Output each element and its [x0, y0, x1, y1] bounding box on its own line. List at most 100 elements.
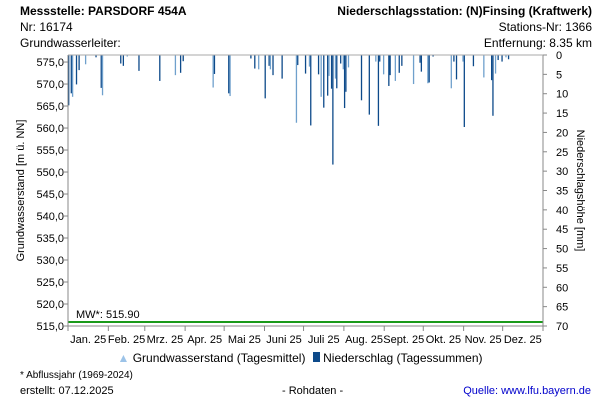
y-tick-label: 555,0 — [36, 145, 64, 157]
precip-bar — [258, 55, 260, 70]
precip-bar — [122, 55, 125, 66]
precip-bar — [505, 55, 507, 58]
precip-bar — [497, 55, 499, 61]
legend-groundwater: Grundwasserstand (Tagesmittel) — [132, 351, 306, 365]
precip-bar — [379, 55, 381, 62]
precip-bar — [75, 55, 78, 85]
precip-bar — [126, 55, 128, 57]
precip-bar — [330, 55, 333, 89]
precip-bar — [368, 55, 370, 115]
y2-tick-label: 35 — [556, 186, 568, 198]
legend: ▲ Grundwasserstand (Tagesmittel) Nieders… — [0, 351, 600, 365]
precip-bar — [455, 55, 458, 80]
y2-tick-label: 0 — [556, 50, 562, 62]
precip-bar — [68, 55, 70, 106]
precip-bar — [375, 55, 377, 62]
x-tick-label: Dez. 25 — [504, 334, 542, 346]
precip-bar — [492, 55, 494, 116]
precip-bar — [95, 55, 97, 58]
y2-tick-label: 15 — [556, 108, 568, 120]
x-tick-label: Okt. 25 — [426, 334, 461, 346]
x-tick-label: Feb. 25 — [108, 334, 145, 346]
precip-bar — [343, 55, 346, 109]
precip-bar — [281, 55, 283, 79]
legend-precip: Niederschlag (Tagessummen) — [323, 351, 483, 365]
precip-bar — [159, 55, 161, 81]
precip-bar — [254, 55, 256, 69]
precip-bar — [100, 55, 102, 88]
precip-bar — [342, 55, 344, 70]
y2-tick-label: 40 — [556, 205, 568, 217]
precip-bar — [360, 55, 363, 101]
mean-line-label: MW*: 515.90 — [76, 309, 140, 321]
y-tick-label: 520,0 — [36, 299, 64, 311]
precip-bar — [264, 55, 266, 99]
precip-bar — [377, 55, 380, 126]
precip-bar — [483, 55, 485, 78]
precip-bar — [394, 55, 396, 81]
precip-bar — [462, 55, 464, 62]
x-tick-label: Apr. 25 — [187, 334, 222, 346]
precip-bar — [340, 55, 342, 64]
precip-bar — [419, 55, 421, 63]
precip-bar — [320, 55, 322, 97]
y2-axis-title: Niederschlagshöhe [mm] — [574, 130, 586, 252]
x-tick-label: Juni 25 — [266, 334, 301, 346]
precip-station-number: Stations-Nr: 1366 — [498, 20, 592, 34]
y2-tick-label: 45 — [556, 224, 568, 236]
raw-data-label: - Rohdaten - — [282, 385, 344, 397]
precip-bar — [401, 55, 403, 66]
station-number: Nr: 16174 — [20, 20, 73, 34]
y-tick-label: 515,0 — [36, 321, 64, 333]
precip-station-title: Niederschlagsstation: (N)Finsing (Kraftw… — [337, 4, 592, 18]
precip-bar — [336, 55, 338, 89]
precip-bar — [138, 55, 140, 71]
precip-bar — [295, 55, 298, 123]
precip-bar — [269, 55, 272, 70]
precip-bar — [388, 55, 390, 86]
precip-bar — [120, 55, 122, 64]
precip-bar — [268, 55, 270, 66]
precip-bar — [347, 55, 350, 68]
precip-bar — [70, 55, 72, 94]
y2-tick-label: 50 — [556, 244, 568, 256]
station-title: Messstelle: PARSDORF 454A — [20, 4, 187, 18]
created-date: erstellt: 07.12.2025 — [20, 385, 114, 397]
y-tick-label: 565,0 — [36, 101, 64, 113]
precip-bar — [453, 55, 455, 62]
y-tick-label: 530,0 — [36, 255, 64, 267]
precip-legend-icon — [312, 352, 320, 362]
source-link[interactable]: Quelle: www.lfu.bayern.de — [463, 385, 591, 397]
precip-bar — [304, 55, 307, 74]
precip-bar — [398, 55, 400, 73]
precip-bar — [382, 55, 385, 75]
precip-bar — [507, 55, 510, 60]
x-tick-label: Nov. 25 — [465, 334, 502, 346]
y-tick-label: 550,0 — [36, 167, 64, 179]
precip-bar — [213, 55, 216, 74]
precip-bar — [272, 55, 274, 76]
precip-bar — [472, 55, 475, 67]
precip-bar — [345, 55, 347, 92]
precip-bar — [450, 55, 452, 89]
x-tick-label: Mrz. 25 — [147, 334, 184, 346]
precip-bar — [101, 55, 104, 96]
y-tick-label: 540,0 — [36, 211, 64, 223]
precip-bar — [427, 55, 429, 84]
precip-bar — [323, 55, 325, 108]
precip-bar — [179, 55, 182, 73]
footnote: * Abflussjahr (1969-2024) — [20, 370, 133, 381]
precip-bar — [327, 55, 329, 96]
precip-bar — [297, 55, 299, 66]
groundwater-legend-icon: ▲ — [117, 351, 130, 365]
distance-label: Entfernung: 8.35 km — [483, 36, 592, 50]
y2-tick-label: 70 — [556, 321, 568, 333]
y2-tick-label: 60 — [556, 282, 568, 294]
precip-bar — [490, 55, 493, 81]
y-tick-label: 570,0 — [36, 79, 64, 91]
y-tick-label: 545,0 — [36, 189, 64, 201]
y-tick-label: 525,0 — [36, 277, 64, 289]
precip-bar — [334, 55, 337, 79]
precip-bar — [317, 55, 320, 75]
